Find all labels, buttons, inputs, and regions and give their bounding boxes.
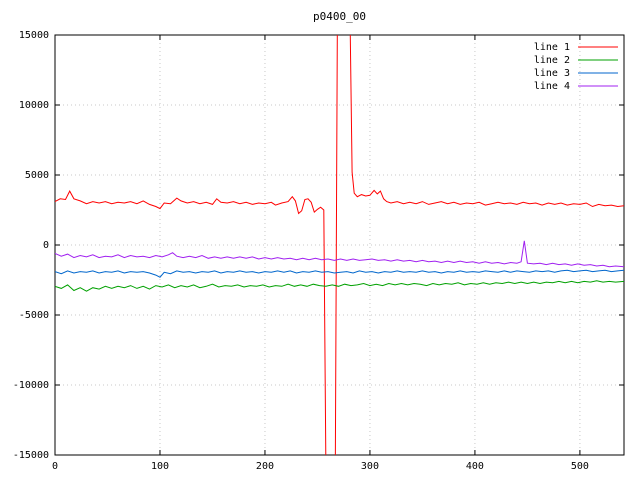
x-tick-label: 400 (466, 461, 484, 472)
y-tick-label: -10000 (13, 380, 49, 391)
y-tick-label: 10000 (19, 100, 49, 111)
series-group (55, 35, 624, 455)
y-tick-label: 0 (43, 240, 49, 251)
y-tick-label: -5000 (19, 310, 49, 321)
legend-label: line 4 (534, 81, 570, 92)
series-line-4 (55, 240, 624, 268)
legend-label: line 3 (534, 68, 570, 79)
y-tick-label: 15000 (19, 30, 49, 41)
x-tick-label: 300 (361, 461, 379, 472)
y-tick-label: -15000 (13, 450, 49, 461)
legend-label: line 1 (534, 42, 570, 53)
series-line-2 (55, 280, 624, 292)
legend-label: line 2 (534, 55, 570, 66)
x-tick-label: 200 (256, 461, 274, 472)
series-line-1 (55, 35, 624, 455)
chart-title: p0400_00 (313, 10, 366, 23)
x-tick-label: 100 (151, 461, 169, 472)
y-tick-label: 5000 (25, 170, 49, 181)
x-tick-label: 0 (52, 461, 58, 472)
series-line-3 (55, 269, 624, 278)
x-tick-label: 500 (571, 461, 589, 472)
